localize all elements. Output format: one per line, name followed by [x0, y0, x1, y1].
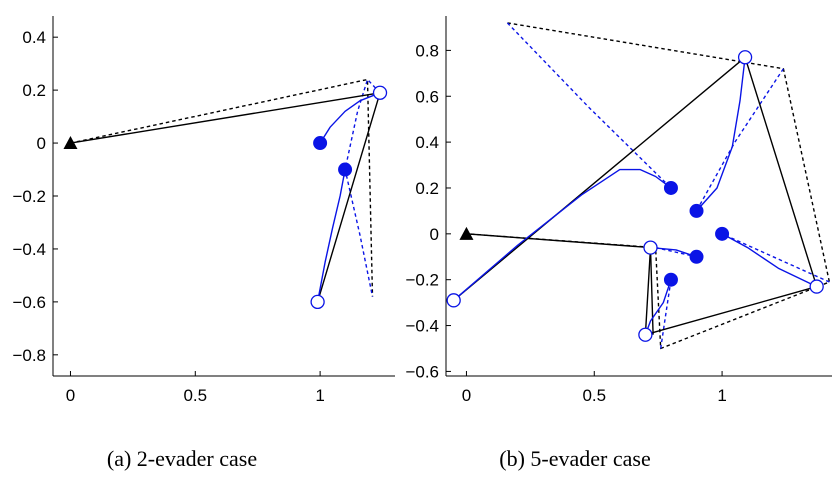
pursuer-path	[453, 56, 818, 336]
evader-final-marker	[372, 85, 388, 100]
y-tick-label: 0.2	[22, 81, 46, 100]
evader-final-marker	[809, 279, 824, 294]
evader-initial-marker	[338, 162, 353, 177]
y-tick-label: 0.8	[415, 41, 439, 60]
y-tick-label: −0.6	[12, 293, 46, 312]
x-tick-label: 0	[66, 386, 75, 405]
pursuer-path	[649, 247, 654, 335]
evader-path-dashed	[721, 233, 830, 283]
evader-path-dashed	[506, 22, 672, 189]
x-tick-label: 1	[717, 386, 726, 405]
evader-final-marker	[446, 293, 461, 308]
panel-a: 0.4 0.2 0 −0.2 −0.4 −0.6 −0.8 0 0.5 1 (a) 2-evader…	[12, 16, 395, 471]
y-tick-label: −0.6	[405, 362, 439, 381]
evader-initial-marker	[663, 272, 678, 287]
evader-initial-marker	[715, 226, 730, 241]
evader-initial-marker	[689, 203, 704, 218]
evader-final-marker	[643, 240, 658, 255]
y-tick-label: 0.4	[415, 133, 439, 152]
pursuer-marker	[63, 136, 78, 150]
y-tick-label: 0	[37, 134, 46, 153]
x-tick-label: 0	[462, 386, 471, 405]
x-tick-label: 1	[315, 386, 324, 405]
panel-b: 0.8 0.6 0.4 0.2 0 −0.2 −0.4 −0.6 0 0.5 1 (b) 5-evad…	[405, 16, 832, 471]
y-tick-label: −0.2	[12, 187, 46, 206]
evader-path	[316, 169, 346, 303]
y-tick-label: 0.2	[415, 179, 439, 198]
pursuer-marker	[459, 226, 474, 240]
evader-path	[721, 233, 818, 288]
evader-path	[319, 92, 381, 144]
panel-caption: (b) 5-evader case	[499, 446, 650, 471]
evader-path-dashed	[660, 279, 672, 349]
evader-final-marker	[310, 294, 325, 310]
pursuer-path-dashed	[70, 78, 374, 297]
evader-initial-marker	[689, 249, 704, 264]
evader-initial-marker	[663, 180, 678, 195]
y-tick-label: −0.2	[405, 271, 439, 290]
y-tick-label: −0.4	[405, 317, 439, 336]
evader-path	[453, 168, 672, 301]
evader-final-marker	[737, 50, 753, 65]
evader-path	[650, 246, 697, 258]
panel-caption: (a) 2-evader case	[107, 446, 257, 471]
x-tick-label: 0.5	[183, 386, 207, 405]
y-tick-label: 0.6	[415, 87, 439, 106]
evader-initial-marker	[313, 136, 328, 151]
evader-path-dashed	[344, 78, 381, 297]
y-tick-label: 0	[430, 225, 439, 244]
evader-path	[695, 57, 746, 212]
evader-final-marker	[638, 327, 653, 342]
evader-path-dashed	[695, 68, 784, 212]
evader-path	[644, 279, 672, 335]
x-tick-label: 0.5	[582, 386, 606, 405]
y-tick-label: −0.4	[12, 240, 46, 259]
y-tick-label: 0.4	[22, 28, 46, 47]
y-tick-label: −0.8	[12, 346, 46, 365]
